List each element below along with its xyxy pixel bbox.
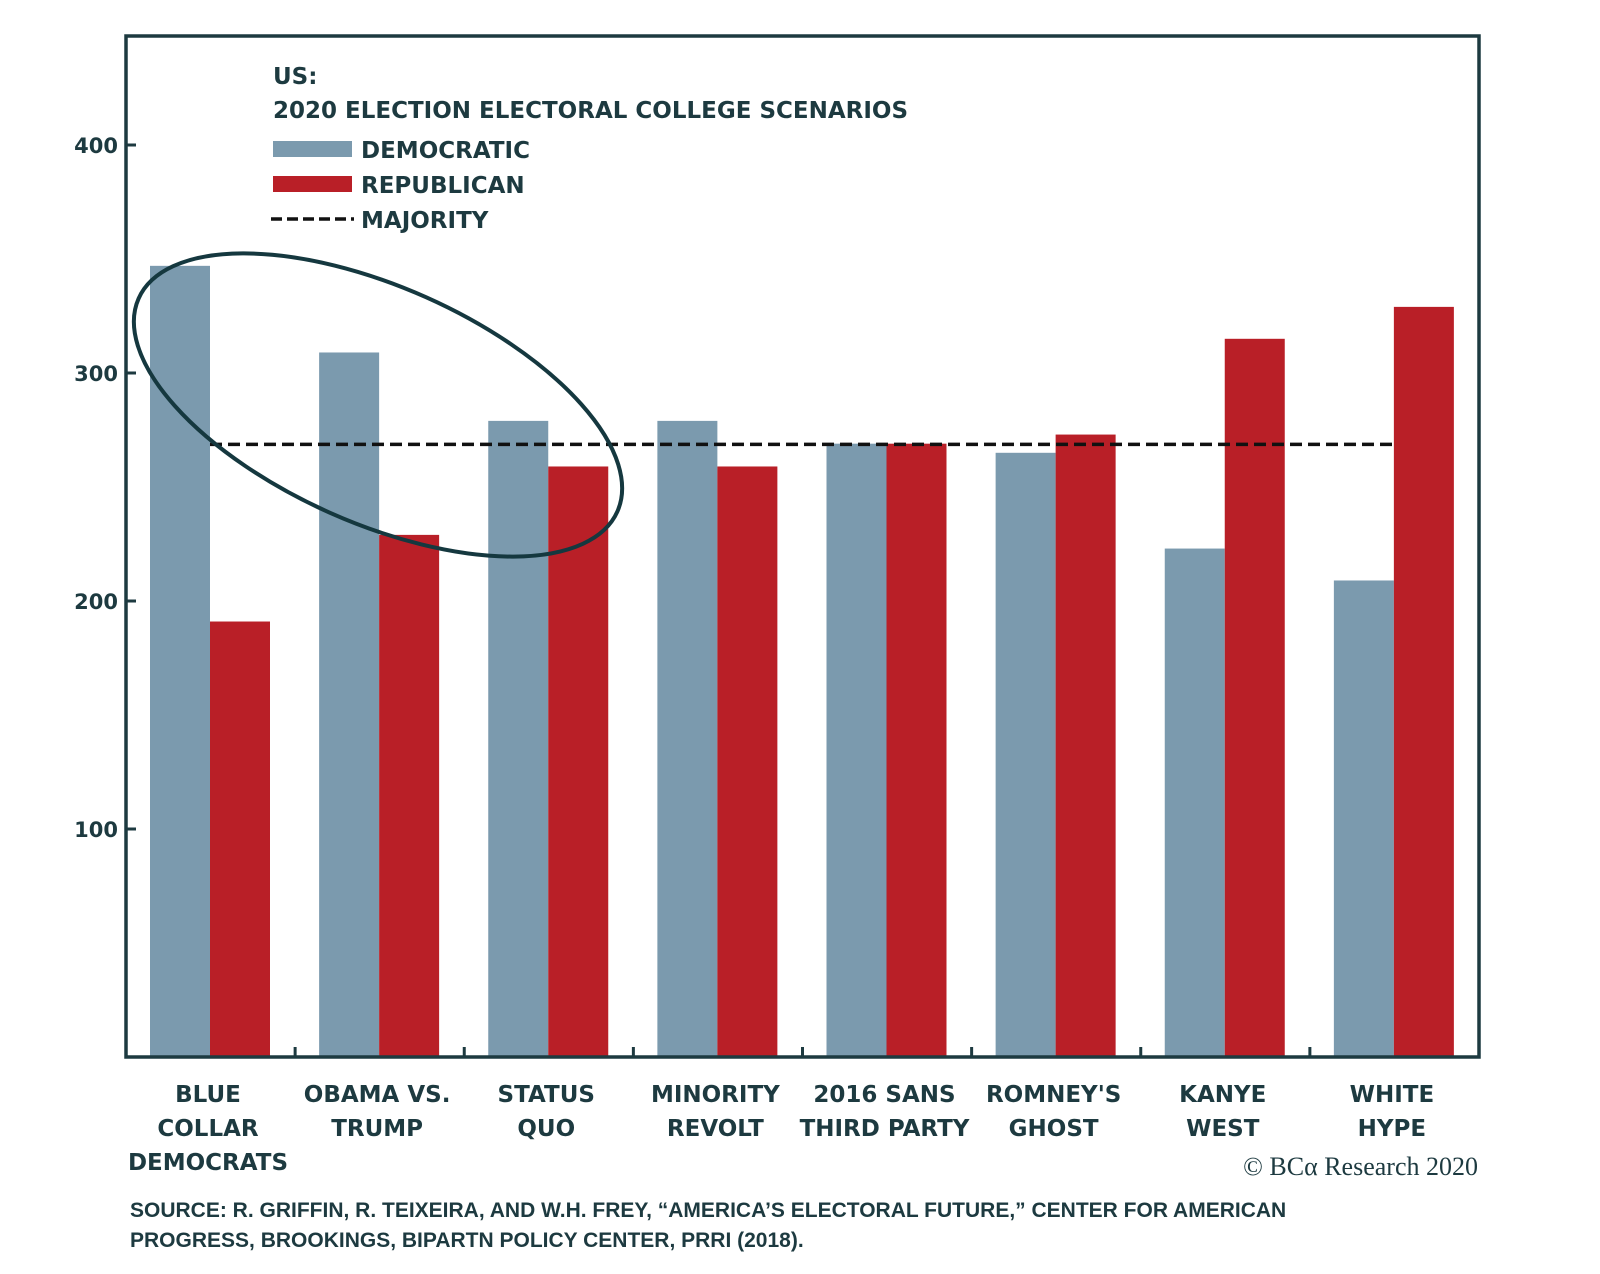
x-tick-label-5: ROMNEY'S GHOST — [986, 1082, 1121, 1142]
chart-title-line1: US: — [273, 64, 317, 90]
bar-democratic-1 — [319, 352, 380, 1058]
bar-democratic-5 — [995, 452, 1056, 1057]
bar-democratic-3 — [657, 420, 718, 1057]
bar-republican-4 — [886, 443, 947, 1057]
y-tick-label-100: 100 — [74, 818, 118, 842]
bars-group — [150, 265, 1454, 1058]
legend-swatch-democratic — [273, 141, 352, 157]
chart-title: 2020 ELECTION ELECTORAL COLLEGE SCENARIO… — [273, 98, 908, 124]
highlight-ellipse — [131, 251, 625, 559]
bar-democratic-2 — [488, 420, 549, 1057]
bar-democratic-0 — [150, 265, 210, 1058]
y-axis: 100 200 300 400 — [74, 134, 136, 842]
y-tick-label-300: 300 — [74, 362, 118, 386]
bar-republican-0 — [210, 621, 270, 1057]
legend-swatch-republican — [273, 176, 352, 192]
x-tick-label-3: MINORITY REVOLT — [651, 1082, 780, 1142]
bar-democratic-7 — [1333, 580, 1394, 1057]
legend-label-republican: REPUBLICAN — [361, 173, 525, 199]
x-axis: BLUE COLLAR DEMOCRATS OBAMA VS. TRUMP STATUS Q… — [128, 1047, 1434, 1176]
bar-democratic-4 — [826, 443, 887, 1057]
x-tick-label-2: STATUS QUO — [498, 1082, 595, 1142]
source-line-1: SOURCE: R. GRIFFIN, R. TEIXEIRA, AND W.H… — [130, 1199, 1286, 1222]
bar-republican-1 — [379, 534, 440, 1057]
y-tick-label-400: 400 — [74, 134, 118, 158]
x-tick-label-0: BLUE COLLAR DEMOCRATS — [128, 1082, 288, 1176]
bar-democratic-6 — [1164, 548, 1225, 1057]
x-tick-label-7: WHITE HYPE — [1350, 1082, 1435, 1142]
bar-republican-3 — [717, 466, 778, 1058]
x-tick-label-1: OBAMA VS. TRUMP — [304, 1082, 451, 1142]
x-tick-label-6: KANYE WEST — [1179, 1082, 1266, 1142]
legend-label-majority: MAJORITY — [361, 208, 489, 234]
legend: DEMOCRATIC REPUBLICAN MAJORITY — [271, 138, 530, 234]
legend-label-democratic: DEMOCRATIC — [361, 138, 530, 164]
bar-republican-5 — [1055, 434, 1116, 1057]
copyright-credit: © BCα Research 2020 — [1243, 1152, 1478, 1181]
source-line-2: PROGRESS, BROOKINGS, BIPARTN POLICY CENT… — [130, 1229, 804, 1252]
bar-republican-7 — [1393, 306, 1454, 1057]
x-tick-label-4: 2016 SANS THIRD PARTY — [800, 1082, 970, 1142]
bar-republican-2 — [548, 466, 609, 1058]
y-tick-label-200: 200 — [74, 590, 118, 614]
bar-republican-6 — [1224, 338, 1285, 1057]
